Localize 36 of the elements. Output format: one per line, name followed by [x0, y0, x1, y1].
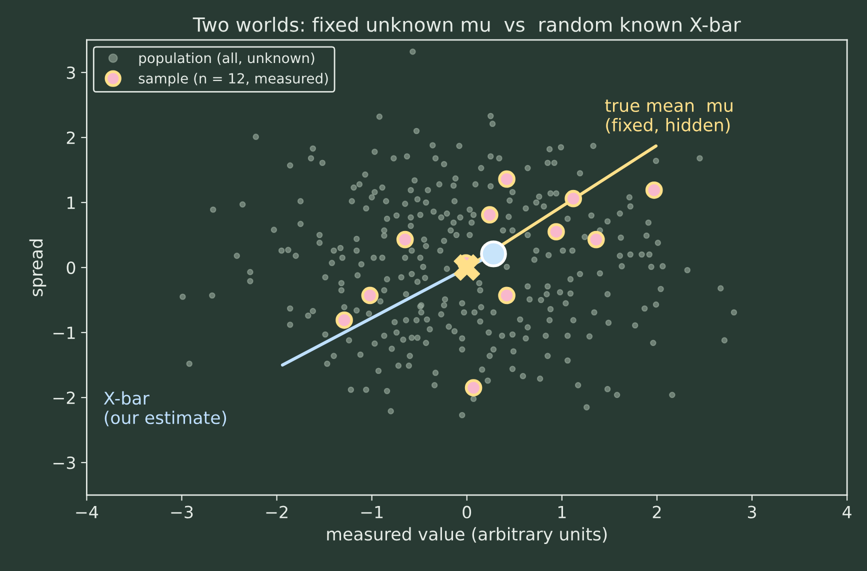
point	[564, 190, 582, 208]
y-tick-label: −2	[53, 392, 75, 404]
y-axis-title: spread	[29, 240, 46, 296]
x-tick-label: 3	[748, 506, 756, 518]
x-tick-label: −3	[171, 506, 193, 518]
point	[645, 181, 663, 199]
point	[454, 254, 480, 281]
x-tick-label: 4	[842, 506, 852, 518]
x-tick-label: 1	[558, 506, 566, 518]
legend-label: population (all, unknown)	[139, 52, 314, 66]
point	[548, 223, 565, 240]
point	[481, 206, 498, 224]
point	[361, 286, 379, 304]
point	[336, 312, 353, 329]
point	[498, 170, 516, 188]
point	[464, 379, 482, 396]
legend-label: sample (n = 12, measured)	[138, 72, 328, 86]
y-tick-label: −1	[53, 326, 75, 339]
x-axis-title: measured value (arbitrary units)	[327, 527, 607, 544]
annotation: true mean mu (fixed, hidden)	[605, 100, 732, 134]
point	[587, 230, 605, 248]
x-tick-label: 0	[462, 506, 472, 518]
y-tick-label: 1	[68, 196, 75, 209]
x-tick-label: 2	[652, 506, 661, 518]
x-tick-label: −4	[76, 506, 98, 518]
point	[396, 230, 414, 248]
point	[498, 286, 516, 304]
y-tick-label: −3	[53, 456, 75, 470]
y-tick-label: 2	[66, 131, 75, 144]
x-tick-label: −2	[266, 506, 288, 518]
annotation: X-bar (our estimate)	[104, 391, 226, 426]
y-tick-label: 3	[66, 66, 75, 80]
x-tick-label: −1	[361, 506, 383, 518]
chart-title: Two worlds: fixed unknown mu vs random known X-bar	[192, 16, 741, 32]
point	[480, 240, 507, 268]
y-tick-label: 0	[66, 261, 76, 274]
